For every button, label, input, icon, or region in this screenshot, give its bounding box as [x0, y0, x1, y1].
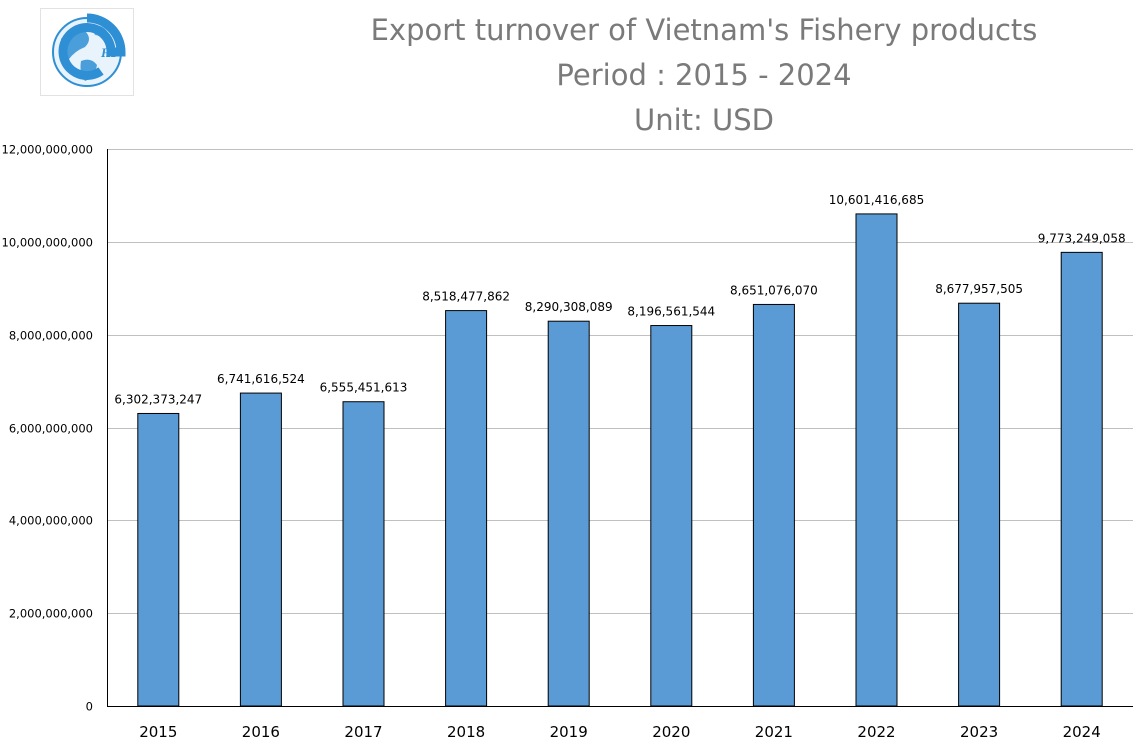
y-tick-label: 0: [86, 700, 93, 714]
bar-2017: [342, 401, 385, 707]
bars: [137, 213, 1103, 707]
data-label-2024: 9,773,249,058: [1038, 231, 1126, 245]
company-logo: HP: [40, 8, 134, 96]
title-line-1: Export turnover of Vietnam's Fishery pro…: [370, 13, 1038, 47]
y-axis-tick-labels: 0 2,000,000,000 4,000,000,000 6,000,000,000…: [2, 143, 93, 714]
y-tick-label: 6,000,000,000: [9, 422, 93, 436]
x-tick-label-2016: 2016: [242, 723, 280, 741]
bar-2015: [137, 412, 180, 707]
globe-logo-icon: HP: [52, 13, 126, 87]
bar-2020: [650, 325, 693, 707]
logo-text: HP: [100, 45, 120, 60]
x-axis-tick-labels: 2015 2016 2017 2018 2019 2020 2021 2022 2023 2024: [139, 723, 1101, 741]
title-line-3: Unit: USD: [634, 103, 774, 137]
x-tick-label-2022: 2022: [857, 723, 895, 741]
data-label-2019: 8,290,308,089: [525, 300, 613, 314]
data-label-2018: 8,518,477,862: [422, 290, 510, 304]
bar-2022: [855, 213, 898, 707]
data-label-2017: 6,555,451,613: [320, 381, 408, 395]
x-tick-label-2024: 2024: [1063, 723, 1101, 741]
bar-2016: [239, 392, 282, 707]
bar-2018: [445, 310, 488, 707]
data-label-2020: 8,196,561,544: [627, 305, 715, 319]
x-tick-label-2019: 2019: [550, 723, 588, 741]
y-tick-label: 12,000,000,000: [2, 143, 93, 157]
data-label-2016: 6,741,616,524: [217, 372, 305, 386]
bar-2021: [752, 303, 795, 707]
bar-2023: [958, 302, 1001, 707]
data-label-2023: 8,677,957,505: [935, 282, 1023, 296]
x-tick-label-2023: 2023: [960, 723, 998, 741]
y-tick-label: 4,000,000,000: [9, 514, 93, 528]
x-tick-label-2015: 2015: [139, 723, 177, 741]
y-tick-label: 8,000,000,000: [9, 329, 93, 343]
x-tick-label-2017: 2017: [344, 723, 382, 741]
title-line-2: Period : 2015 - 2024: [556, 58, 852, 92]
chart-title: Export turnover of Vietnam's Fishery pro…: [260, 8, 1147, 143]
data-label-2022: 10,601,416,685: [829, 193, 924, 207]
data-labels: 6,302,373,247 6,741,616,524 6,555,451,613 8…: [114, 193, 1125, 407]
data-label-2021: 8,651,076,070: [730, 283, 818, 297]
data-label-2015: 6,302,373,247: [114, 392, 202, 406]
bar-2024: [1060, 251, 1103, 707]
bar-2019: [547, 320, 590, 707]
y-tick-label: 2,000,000,000: [9, 607, 93, 621]
y-tick-label: 10,000,000,000: [2, 236, 93, 250]
x-tick-label-2020: 2020: [652, 723, 690, 741]
x-tick-label-2018: 2018: [447, 723, 485, 741]
x-tick-label-2021: 2021: [755, 723, 793, 741]
